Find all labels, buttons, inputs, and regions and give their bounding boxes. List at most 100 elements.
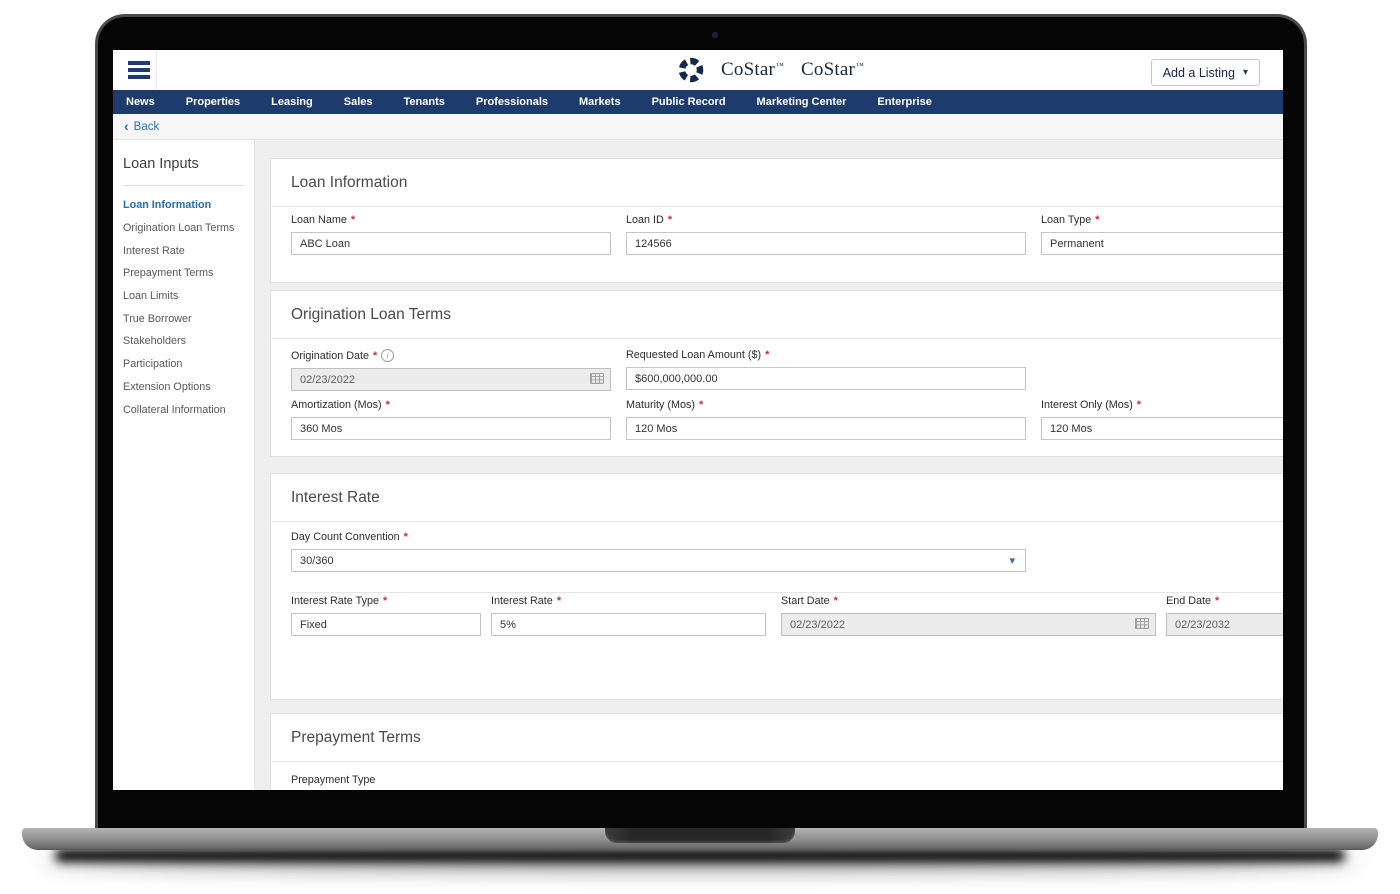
prepayment-terms-card: Prepayment Terms Prepayment Type: [270, 713, 1283, 790]
origination-date-input[interactable]: [291, 368, 611, 391]
sidebar-item-collateral-information[interactable]: Collateral Information: [123, 403, 226, 416]
info-icon[interactable]: i: [381, 349, 395, 362]
required-mark: *: [698, 399, 704, 411]
field-label: Start Date *: [781, 595, 838, 607]
required-mark: *: [403, 531, 408, 543]
origination-loan-terms-title: Origination Loan Terms: [271, 291, 1283, 339]
field-loan-name: Loan Name *: [291, 214, 611, 255]
field-interest-only: Interest Only (Mos) *: [1041, 399, 1283, 440]
day-count-convention-select[interactable]: 30/360 ▾: [291, 549, 1026, 572]
calendar-icon[interactable]: [590, 373, 604, 384]
brand-name-primary: CoStar™: [721, 59, 785, 80]
trademark-symbol: ™: [775, 60, 785, 70]
loan-information-title: Loan Information: [271, 159, 1283, 207]
amortization-input[interactable]: [291, 417, 611, 440]
sidebar-item-prepayment-terms[interactable]: Prepayment Terms: [123, 267, 214, 280]
interest-rate-card: Interest Rate Day Count Convention * 30/3…: [270, 473, 1283, 700]
sidebar-item-origination-loan-terms[interactable]: Origination Loan Terms: [123, 222, 235, 235]
field-label: Origination Date * i: [291, 349, 611, 362]
nav-item-news[interactable]: News: [126, 96, 155, 108]
laptop-lid-notch: [605, 828, 795, 843]
sidebar-item-stakeholders[interactable]: Stakeholders: [123, 335, 187, 348]
required-mark: *: [1136, 399, 1141, 411]
field-label: Loan ID *: [626, 214, 673, 226]
back-button[interactable]: ‹ Back: [124, 117, 160, 134]
chevron-left-icon: ‹: [124, 117, 129, 134]
brand: CoStar™ CoStar™: [678, 50, 864, 90]
interest-only-input[interactable]: [1041, 417, 1283, 440]
required-mark: *: [765, 349, 770, 361]
costar-logo-icon: [678, 57, 704, 83]
sidebar-item-participation[interactable]: Participation: [123, 358, 183, 371]
sidebar-item-loan-limits[interactable]: Loan Limits: [123, 290, 179, 303]
nav-item-markets[interactable]: Markets: [579, 96, 621, 108]
field-interest-rate-type: Interest Rate Type *: [291, 595, 481, 636]
loan-name-input[interactable]: [291, 232, 611, 255]
field-prepayment-type: Prepayment Type: [291, 774, 611, 790]
requested-loan-amount-input[interactable]: [626, 367, 1026, 390]
laptop-lid: CoStar™ CoStar™ Add a Listing ▾ News Pro…: [95, 14, 1307, 830]
field-loan-id: Loan ID *: [626, 214, 1026, 255]
nav-item-marketing-center[interactable]: Marketing Center: [756, 96, 847, 108]
field-maturity: Maturity (Mos) *: [626, 399, 1026, 440]
sidebar-item-extension-options[interactable]: Extension Options: [123, 380, 211, 393]
loan-inputs-sidebar: Loan Inputs Loan Information Origination…: [113, 140, 255, 790]
field-start-date: Start Date *: [781, 595, 1156, 636]
loan-id-input[interactable]: [626, 232, 1026, 255]
interest-rate-title: Interest Rate: [271, 474, 1283, 522]
add-a-listing-button[interactable]: Add a Listing ▾: [1150, 59, 1260, 86]
required-mark: *: [385, 399, 390, 411]
page-body: Loan Inputs Loan Information Origination…: [113, 140, 1283, 790]
field-label: Interest Rate *: [491, 595, 562, 607]
nav-item-public-record[interactable]: Public Record: [651, 96, 726, 108]
prepayment-terms-title: Prepayment Terms: [271, 714, 1283, 762]
screen: CoStar™ CoStar™ Add a Listing ▾ News Pro…: [113, 50, 1283, 790]
required-mark: *: [667, 214, 673, 226]
nav-item-enterprise[interactable]: Enterprise: [877, 96, 932, 108]
field-label: Interest Rate Type *: [291, 595, 388, 607]
required-mark: *: [373, 349, 378, 362]
end-date-input[interactable]: [1166, 613, 1283, 636]
interest-rate-input[interactable]: [491, 613, 766, 636]
sidebar-item-loan-information[interactable]: Loan Information: [123, 199, 212, 212]
nav-item-sales[interactable]: Sales: [343, 96, 373, 108]
nav-item-properties[interactable]: Properties: [185, 96, 241, 108]
back-label: Back: [133, 120, 160, 133]
field-label: Maturity (Mos) *: [626, 399, 704, 411]
required-mark: *: [833, 595, 838, 607]
hamburger-menu-icon[interactable]: [128, 61, 150, 82]
selected-value: 30/360: [300, 554, 334, 567]
sidebar-list: Loan Information Origination Loan Terms …: [113, 194, 254, 421]
origination-loan-terms-card: Origination Loan Terms Origination Date *…: [270, 290, 1283, 457]
start-date-input[interactable]: [781, 613, 1156, 636]
header-divider: [156, 50, 157, 90]
field-day-count-convention: Day Count Convention * 30/360 ▾: [291, 531, 1026, 572]
required-mark: *: [556, 595, 562, 607]
field-label: Loan Name *: [291, 214, 356, 226]
nav-item-professionals[interactable]: Professionals: [475, 96, 548, 108]
nav-item-leasing[interactable]: Leasing: [271, 96, 313, 108]
field-loan-type: Loan Type *: [1041, 214, 1283, 255]
back-bar: ‹ Back: [113, 114, 1283, 140]
section-divider: [291, 592, 1283, 593]
maturity-input[interactable]: [626, 417, 1026, 440]
loan-type-input[interactable]: [1041, 232, 1283, 255]
field-label: Day Count Convention *: [291, 531, 408, 543]
required-mark: *: [350, 214, 356, 226]
field-label: End Date *: [1166, 595, 1220, 607]
interest-rate-type-input[interactable]: [291, 613, 481, 636]
field-interest-rate: Interest Rate *: [491, 595, 766, 636]
required-mark: *: [383, 595, 388, 607]
field-label: Amortization (Mos) *: [291, 399, 390, 411]
field-amortization: Amortization (Mos) *: [291, 399, 611, 440]
sidebar-item-interest-rate[interactable]: Interest Rate: [123, 244, 185, 257]
field-label: Loan Type *: [1041, 214, 1100, 226]
caret-down-icon: ▾: [1009, 555, 1015, 567]
caret-down-icon: ▾: [1242, 66, 1248, 78]
field-end-date: End Date *: [1166, 595, 1283, 636]
calendar-icon[interactable]: [1135, 618, 1149, 629]
nav-item-tenants[interactable]: Tenants: [403, 96, 445, 108]
field-label: Prepayment Type: [291, 774, 376, 786]
sidebar-item-true-borrower[interactable]: True Borrower: [123, 312, 192, 325]
